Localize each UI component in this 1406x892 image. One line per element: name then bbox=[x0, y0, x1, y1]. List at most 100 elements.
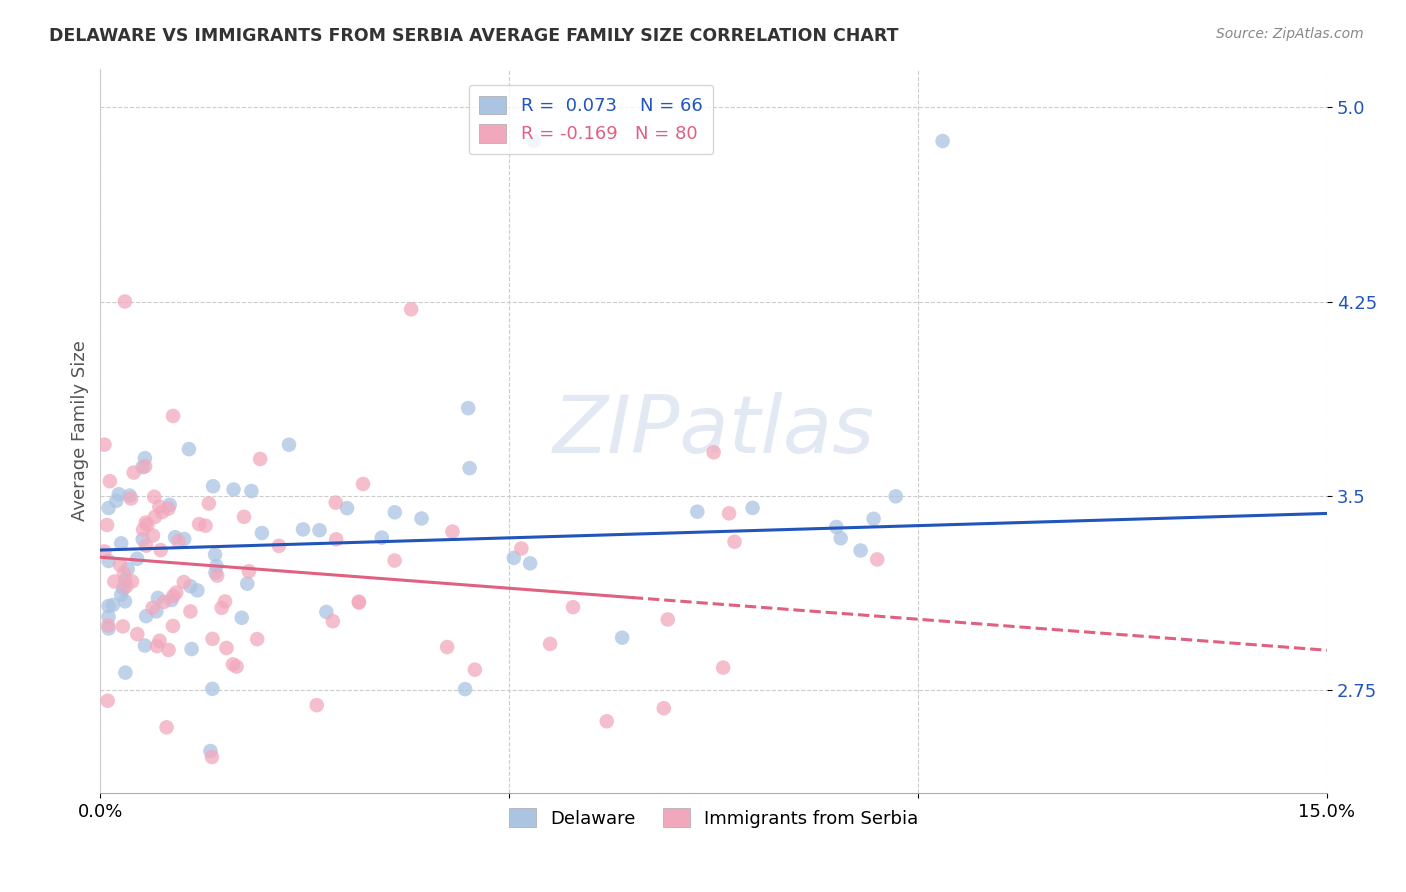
Point bbox=[214, 594, 236, 608]
Point bbox=[132, 533, 155, 547]
Point bbox=[135, 516, 157, 530]
Point bbox=[862, 512, 884, 526]
Point bbox=[177, 442, 200, 456]
Point bbox=[121, 574, 143, 589]
Point bbox=[215, 640, 238, 655]
Point bbox=[231, 611, 253, 625]
Point bbox=[205, 559, 228, 574]
Point bbox=[204, 566, 226, 580]
Point bbox=[207, 568, 229, 582]
Point bbox=[111, 619, 134, 633]
Point bbox=[107, 487, 129, 501]
Point bbox=[114, 594, 136, 608]
Point bbox=[150, 505, 173, 519]
Point bbox=[562, 600, 585, 615]
Point bbox=[97, 599, 120, 613]
Point bbox=[162, 619, 184, 633]
Point bbox=[142, 600, 165, 615]
Y-axis label: Average Family Size: Average Family Size bbox=[72, 341, 89, 521]
Point bbox=[292, 523, 315, 537]
Point bbox=[179, 579, 201, 593]
Point bbox=[97, 622, 120, 636]
Point bbox=[884, 489, 907, 503]
Point bbox=[278, 438, 301, 452]
Legend: Delaware, Immigrants from Serbia: Delaware, Immigrants from Serbia bbox=[502, 801, 925, 835]
Point bbox=[163, 530, 186, 544]
Point bbox=[510, 541, 533, 556]
Point bbox=[211, 600, 233, 615]
Point bbox=[200, 744, 222, 758]
Point bbox=[523, 134, 546, 148]
Point bbox=[250, 526, 273, 541]
Point bbox=[186, 583, 208, 598]
Point bbox=[830, 531, 852, 545]
Point bbox=[686, 505, 709, 519]
Point bbox=[238, 564, 260, 578]
Point bbox=[222, 483, 245, 497]
Point bbox=[160, 593, 183, 607]
Point bbox=[240, 484, 263, 499]
Point bbox=[657, 613, 679, 627]
Point bbox=[454, 682, 477, 697]
Point bbox=[198, 496, 221, 510]
Point bbox=[145, 604, 167, 618]
Text: DELAWARE VS IMMIGRANTS FROM SERBIA AVERAGE FAMILY SIZE CORRELATION CHART: DELAWARE VS IMMIGRANTS FROM SERBIA AVERA… bbox=[49, 27, 898, 45]
Point bbox=[519, 557, 541, 571]
Point bbox=[441, 524, 464, 539]
Point bbox=[155, 720, 177, 734]
Point bbox=[347, 595, 370, 609]
Point bbox=[325, 495, 347, 509]
Point bbox=[142, 528, 165, 542]
Point bbox=[305, 698, 328, 713]
Point bbox=[249, 452, 271, 467]
Point bbox=[202, 479, 225, 493]
Point bbox=[146, 639, 169, 653]
Point bbox=[457, 401, 479, 416]
Point bbox=[149, 543, 172, 558]
Point bbox=[117, 562, 139, 576]
Point bbox=[384, 505, 406, 519]
Point bbox=[741, 500, 763, 515]
Point bbox=[162, 409, 184, 423]
Point bbox=[596, 714, 619, 729]
Point bbox=[180, 642, 202, 657]
Point bbox=[135, 609, 157, 624]
Point bbox=[136, 517, 159, 532]
Point bbox=[167, 534, 190, 549]
Point bbox=[108, 558, 131, 572]
Point bbox=[371, 531, 394, 545]
Point bbox=[173, 575, 195, 590]
Point bbox=[866, 552, 889, 566]
Point bbox=[93, 544, 115, 558]
Point bbox=[157, 501, 180, 516]
Point bbox=[134, 451, 156, 466]
Point bbox=[112, 582, 135, 596]
Point bbox=[127, 627, 149, 641]
Point bbox=[352, 477, 374, 491]
Point bbox=[179, 604, 201, 618]
Point bbox=[201, 750, 224, 764]
Point bbox=[115, 579, 138, 593]
Point bbox=[399, 302, 422, 317]
Point bbox=[148, 633, 170, 648]
Point bbox=[204, 548, 226, 562]
Point bbox=[464, 663, 486, 677]
Point bbox=[322, 614, 344, 628]
Point bbox=[201, 681, 224, 696]
Point bbox=[114, 294, 136, 309]
Point bbox=[135, 539, 157, 553]
Point bbox=[188, 517, 211, 532]
Point bbox=[502, 550, 524, 565]
Point bbox=[849, 543, 872, 558]
Point bbox=[97, 609, 120, 624]
Point bbox=[134, 459, 156, 474]
Point bbox=[931, 134, 953, 148]
Point bbox=[148, 500, 170, 514]
Point bbox=[132, 523, 155, 537]
Point bbox=[201, 632, 224, 646]
Point bbox=[411, 511, 433, 525]
Point bbox=[105, 493, 128, 508]
Point bbox=[120, 491, 142, 506]
Point bbox=[112, 566, 135, 581]
Point bbox=[97, 501, 120, 516]
